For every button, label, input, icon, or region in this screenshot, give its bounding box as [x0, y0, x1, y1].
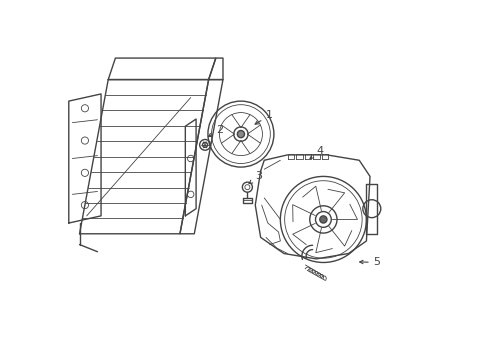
- Text: 2: 2: [208, 125, 223, 137]
- Text: 3: 3: [248, 171, 262, 184]
- Text: 4: 4: [309, 146, 323, 158]
- Text: 1: 1: [255, 111, 272, 124]
- Circle shape: [237, 131, 244, 138]
- Text: 5: 5: [359, 257, 380, 267]
- Circle shape: [319, 216, 326, 223]
